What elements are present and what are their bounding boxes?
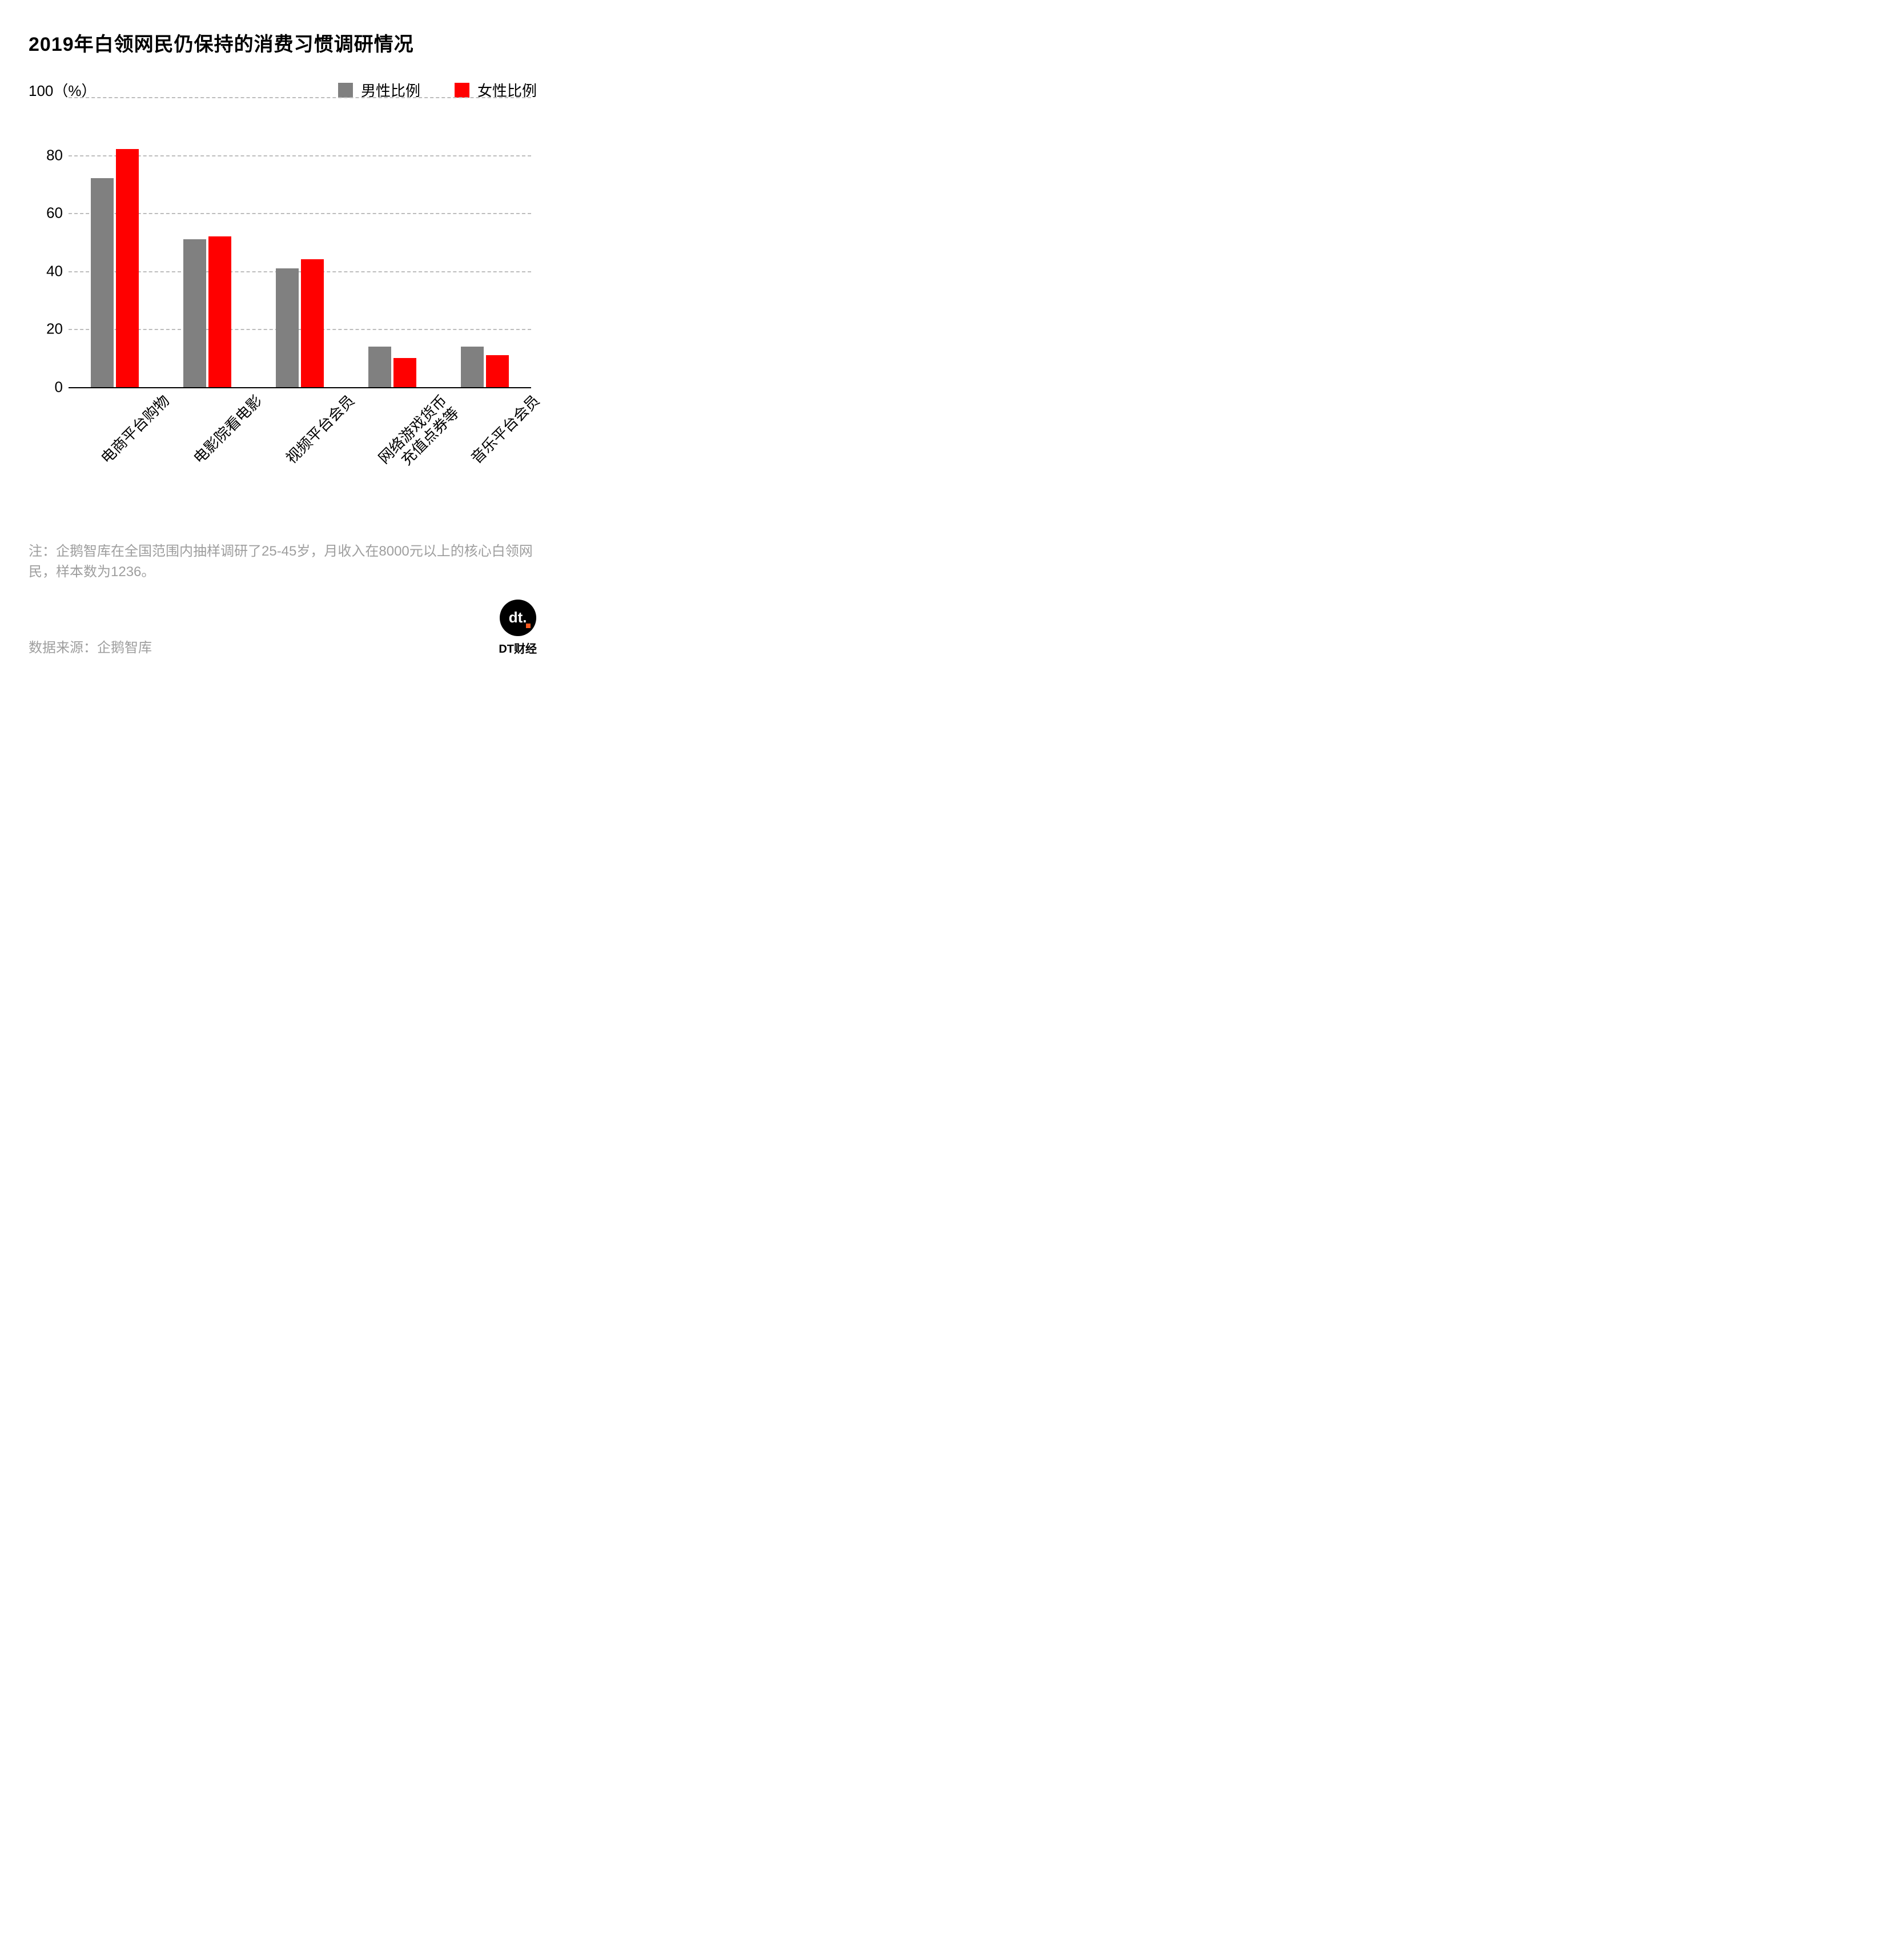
bar (183, 239, 206, 387)
y-tick-label: 0 (29, 379, 63, 396)
x-tick-label: 电商平台购物 (97, 391, 185, 479)
brand-logo-icon: dt. (500, 600, 536, 636)
bar (116, 149, 139, 387)
bar (91, 178, 114, 387)
chart-note: 注：企鹅智库在全国范围内抽样调研了25-45岁，月收入在8000元以上的核心白领… (29, 541, 537, 582)
brand-name: DT财经 (499, 640, 537, 656)
y-tick-label: 60 (29, 204, 63, 222)
bar (461, 347, 484, 387)
y-tick-label: 80 (29, 146, 63, 164)
x-tick-label: 电影院看电影 (189, 391, 278, 479)
bar-group (69, 97, 161, 387)
data-source-label: 数据来源：企鹅智库 (29, 636, 152, 656)
bar-group (439, 97, 531, 387)
x-tick-label: 网络游戏货币 充值点券等 (374, 391, 463, 479)
x-axis-baseline (69, 387, 531, 388)
bar-group (346, 97, 439, 387)
chart-title: 2019年白领网民仍保持的消费习惯调研情况 (29, 29, 537, 57)
chart-plot-area: 020406080 (29, 90, 537, 387)
bar-group (161, 97, 254, 387)
bar (368, 347, 391, 387)
brand: dt. DT财经 (499, 600, 537, 656)
brand-accent-dot-icon (526, 624, 531, 628)
x-tick-label: 视频平台会员 (282, 391, 370, 479)
bar-group (254, 97, 346, 387)
bar-groups (69, 97, 531, 387)
bar (208, 236, 231, 387)
bar (393, 358, 416, 387)
y-tick-label: 20 (29, 320, 63, 338)
y-tick-label: 40 (29, 262, 63, 280)
bar (276, 268, 299, 387)
chart-card: 2019年白领网民仍保持的消费习惯调研情况 100（%） 男性比例 女性比例 0… (0, 0, 560, 679)
bar (486, 355, 509, 387)
x-label-cell: 电商平台购物 (69, 391, 161, 427)
brand-logo-text: dt. (509, 609, 527, 626)
x-tick-label: 音乐平台会员 (467, 391, 555, 479)
plot (69, 97, 531, 387)
footer-row: 数据来源：企鹅智库 dt. DT财经 (29, 600, 537, 656)
x-axis: 电商平台购物电影院看电影视频平台会员网络游戏货币 充值点券等音乐平台会员 (69, 391, 531, 427)
bar (301, 259, 324, 387)
